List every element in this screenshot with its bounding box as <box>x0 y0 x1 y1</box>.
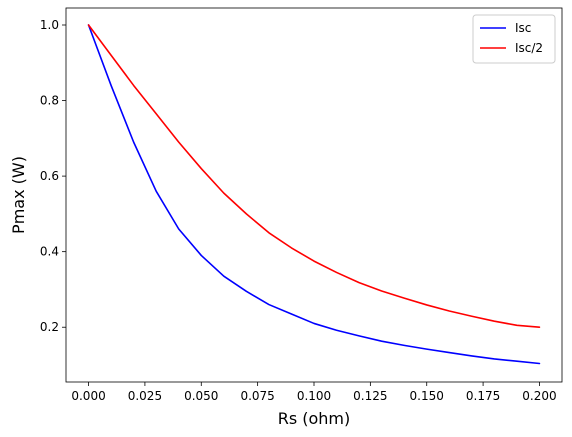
legend-box <box>472 14 556 64</box>
y-tick-label: 0.4 <box>40 245 59 259</box>
y-tick-label: 0.6 <box>40 169 59 183</box>
x-tick-label: 0.050 <box>184 389 218 403</box>
legend-label: Isc/2 <box>515 41 543 55</box>
legend-label: Isc <box>515 21 531 35</box>
x-tick-label: 0.100 <box>297 389 331 403</box>
x-tick-label: 0.000 <box>71 389 105 403</box>
x-tick-label: 0.025 <box>128 389 162 403</box>
y-tick-label: 0.2 <box>40 320 59 334</box>
x-tick-label: 0.175 <box>466 389 500 403</box>
x-axis-label: Rs (ohm) <box>278 409 351 428</box>
y-axis-label: Pmax (W) <box>9 156 28 234</box>
y-tick-label: 1.0 <box>40 18 59 32</box>
series-line-isc-half <box>87 24 541 329</box>
series-line-isc <box>87 24 541 365</box>
x-tick-label: 0.125 <box>353 389 387 403</box>
x-tick-label: 0.150 <box>410 389 444 403</box>
series-layer <box>87 24 541 365</box>
x-axis-ticks: 0.000 0.025 0.050 0.075 0.100 0.125 0.150 0.175… <box>71 382 557 403</box>
y-axis-ticks: 0.2 0.4 0.6 0.8 1.0 <box>40 18 66 334</box>
y-tick-label: 0.8 <box>40 94 59 108</box>
x-tick-label: 0.075 <box>240 389 274 403</box>
x-tick-label: 0.200 <box>522 389 556 403</box>
legend: Isc Isc/2 <box>472 14 556 64</box>
